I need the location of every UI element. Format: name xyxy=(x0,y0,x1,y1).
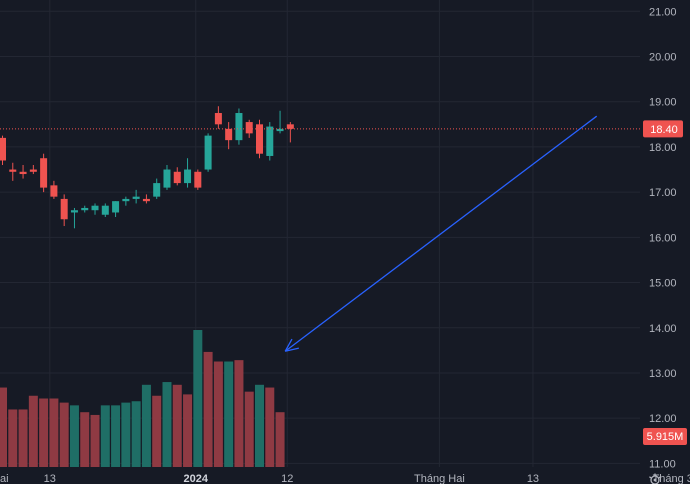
volume-bar xyxy=(141,384,151,467)
time-tick-label: Tháng Hai xyxy=(414,473,465,484)
price-tick-label: 13.00 xyxy=(649,368,677,380)
candle-body[interactable] xyxy=(101,205,109,215)
candle-body[interactable] xyxy=(9,169,17,172)
candle-body[interactable] xyxy=(153,183,161,197)
candle-body[interactable] xyxy=(173,171,181,184)
candle-body[interactable] xyxy=(91,205,99,211)
candle-body[interactable] xyxy=(122,198,130,202)
price-axis[interactable]: 21.00 20.00 19.00 18.00 17.00 16.00 15.00 14.00… xyxy=(649,6,677,470)
candle-body[interactable] xyxy=(19,171,27,175)
price-tick-label: 16.00 xyxy=(649,232,677,244)
volume-bar xyxy=(152,395,162,467)
time-tick-label: 13 xyxy=(527,473,539,484)
settings-gear-icon[interactable] xyxy=(649,473,661,484)
price-tick-label: 12.00 xyxy=(649,413,677,425)
volume-bar xyxy=(111,405,121,467)
volume-bars xyxy=(0,330,285,467)
candle-body[interactable] xyxy=(204,135,212,170)
grid xyxy=(0,0,640,467)
time-tick-label: 12 xyxy=(281,473,293,484)
volume-bar xyxy=(121,402,131,467)
volume-bar xyxy=(90,414,100,467)
candle-body[interactable] xyxy=(276,128,284,132)
time-tick-label: 13 xyxy=(44,473,56,484)
volume-bar xyxy=(18,409,28,467)
volume-bar xyxy=(39,398,49,467)
candle-body[interactable] xyxy=(29,169,37,172)
volume-bar xyxy=(213,361,223,467)
volume-bar xyxy=(69,405,79,467)
candles[interactable] xyxy=(0,106,294,229)
volume-bar xyxy=(8,409,18,467)
volume-badge: 5.915M xyxy=(643,428,687,445)
price-tick-label: 15.00 xyxy=(649,278,677,290)
candle-body[interactable] xyxy=(81,207,89,211)
trendline-arrowhead[interactable] xyxy=(284,338,293,352)
volume-bar xyxy=(59,402,69,467)
candle-body[interactable] xyxy=(70,210,78,213)
volume-bar xyxy=(275,412,285,467)
price-tick-label: 20.00 xyxy=(649,52,677,64)
price-tick-label: 19.00 xyxy=(649,97,677,109)
volume-bar xyxy=(172,384,182,467)
trendline-arrowhead[interactable] xyxy=(285,347,299,352)
candle-body[interactable] xyxy=(132,196,140,199)
volume-label: 5.915M xyxy=(647,431,684,443)
volume-bar xyxy=(244,391,254,467)
candle-body[interactable] xyxy=(50,185,58,197)
volume-bar xyxy=(265,387,275,467)
volume-bar xyxy=(131,401,141,467)
price-tick-label: 11.00 xyxy=(649,458,676,470)
candle-body[interactable] xyxy=(286,124,294,129)
candle-body[interactable] xyxy=(163,169,171,188)
volume-bar xyxy=(80,412,90,467)
trendline[interactable] xyxy=(284,115,598,352)
candle-body[interactable] xyxy=(40,158,48,188)
price-tick-label: 17.00 xyxy=(649,187,677,199)
volume-bar xyxy=(203,351,213,467)
time-tick-label: 2024 xyxy=(184,473,209,484)
volume-bar xyxy=(255,384,264,467)
price-tick-label: 14.00 xyxy=(649,323,677,335)
trendline-drawing[interactable] xyxy=(284,115,598,352)
volume-bar xyxy=(224,361,234,467)
candle-body[interactable] xyxy=(142,198,150,202)
volume-bar xyxy=(193,330,203,467)
candle-body[interactable] xyxy=(60,198,68,220)
candle-body[interactable] xyxy=(235,113,243,141)
price-tick-label: 21.00 xyxy=(649,6,677,18)
candle-body[interactable] xyxy=(194,171,202,188)
last-price-badge: 18.40 xyxy=(643,120,683,138)
price-tick-label: 18.00 xyxy=(649,142,677,154)
candle-body[interactable] xyxy=(0,137,6,161)
volume-bar xyxy=(28,395,38,467)
candle-body[interactable] xyxy=(214,113,222,125)
volume-bar xyxy=(183,394,193,467)
time-tick-label: ai xyxy=(0,473,9,484)
candle-body[interactable] xyxy=(225,128,233,141)
volume-bar xyxy=(0,387,7,467)
candle-body[interactable] xyxy=(112,201,120,213)
last-price-label: 18.40 xyxy=(650,124,678,136)
candle-body[interactable] xyxy=(245,122,253,134)
volume-bar xyxy=(234,360,244,467)
volume-bar xyxy=(49,398,59,467)
candle-body[interactable] xyxy=(266,126,274,156)
candle-body[interactable] xyxy=(184,169,192,184)
time-tick-label: Tháng 3 xyxy=(653,473,690,484)
volume-bar xyxy=(162,382,172,467)
candle-body[interactable] xyxy=(256,124,263,154)
volume-bar xyxy=(100,405,110,467)
